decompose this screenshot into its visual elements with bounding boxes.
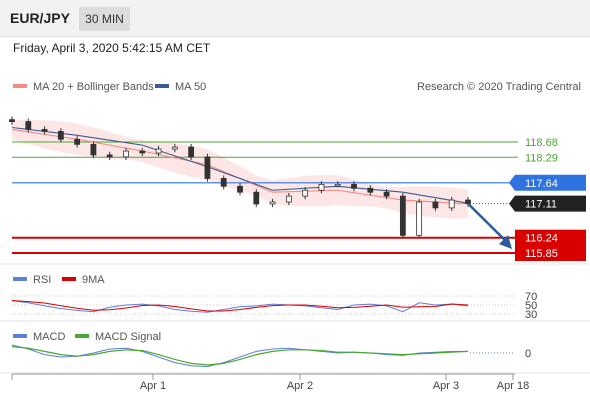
rsi-ma-line [11,300,469,312]
rsi-ma-legend-label: 9MA [82,274,105,286]
ma50-legend-label: MA 50 [175,81,206,93]
rsi-tick-label: 50 [525,300,537,312]
candle-body [302,189,309,197]
macd-legend-label: MACD [33,331,65,343]
x-tick-label: Apr 2 [287,380,313,392]
candle-body [123,150,129,158]
current-price-tag [509,195,586,212]
support-level-tag [515,229,586,246]
resistance-level-tag [509,174,586,191]
candle-body [57,131,64,140]
forecast-arrow-head [499,235,512,250]
candle-body [74,138,81,145]
candle-body [106,154,113,158]
candle-body [399,195,406,236]
x-tick-label: Apr 18 [497,380,529,392]
macd-legend-swatch [13,334,27,338]
macd-signal-legend-swatch [75,334,89,338]
resistance-level-label: 118.68 [525,137,558,149]
rsi-tick-label: 30 [525,309,537,321]
candle-body [25,121,32,130]
candle-body [9,119,15,123]
top-bar: EUR/JPY 30 MIN [0,0,590,37]
candle-body [416,201,423,236]
current-price-label: 117.11 [525,199,557,211]
macd-signal-legend-label: MACD Signal [95,331,161,343]
candle-body [367,187,374,193]
candle-body [465,199,471,204]
candle-body [334,183,341,187]
candle-body [383,191,390,197]
bollinger-band [12,119,468,219]
candle-body [90,143,97,156]
forecast-arrow-line [467,202,509,244]
candle-body [448,199,455,209]
candle-body [155,148,162,154]
support-level-tag [515,245,586,261]
resistance-level-label: 118.29 [525,152,558,164]
macd-tick-label: 0 [525,348,531,360]
ma20-legend-label: MA 20 + Bollinger Bands [33,81,154,93]
rsi-legend-label: RSI [33,274,51,286]
candle-body [139,150,146,154]
ma20-legend-swatch [13,84,27,88]
candle-body [253,191,260,205]
candle-body [351,183,357,189]
candle-body [318,183,325,191]
x-tick-label: Apr 1 [140,380,166,392]
candle-body [237,185,243,193]
rsi-tick-label: 70 [525,291,537,303]
x-tick-label: Apr 3 [433,380,459,392]
rsi-ma-legend-swatch [62,277,76,281]
candle-body [269,201,276,205]
ma50-line [11,126,469,204]
support-level-label: 115.85 [525,248,558,260]
resistance-level-label: 117.64 [525,178,558,190]
symbol-label: EUR/JPY [10,10,70,26]
macd-line [11,344,468,368]
candle-body [432,201,439,209]
candle-body [171,146,178,150]
candle-body [204,156,211,179]
support-level-label: 116.24 [525,233,558,245]
candle-body [188,146,195,158]
credit-text: Research © 2020 Trading Central [417,81,581,93]
candle-body [285,195,292,203]
timeframe-button[interactable]: 30 MIN [79,7,130,31]
date-line: Friday, April 3, 2020 5:42:15 AM CET [13,41,211,55]
candle-body [41,129,48,132]
rsi-line [11,300,469,313]
rsi-legend-swatch [13,277,27,281]
ma50-legend-swatch [155,84,169,88]
macd-signal-line [11,346,469,366]
candle-body [220,178,227,187]
